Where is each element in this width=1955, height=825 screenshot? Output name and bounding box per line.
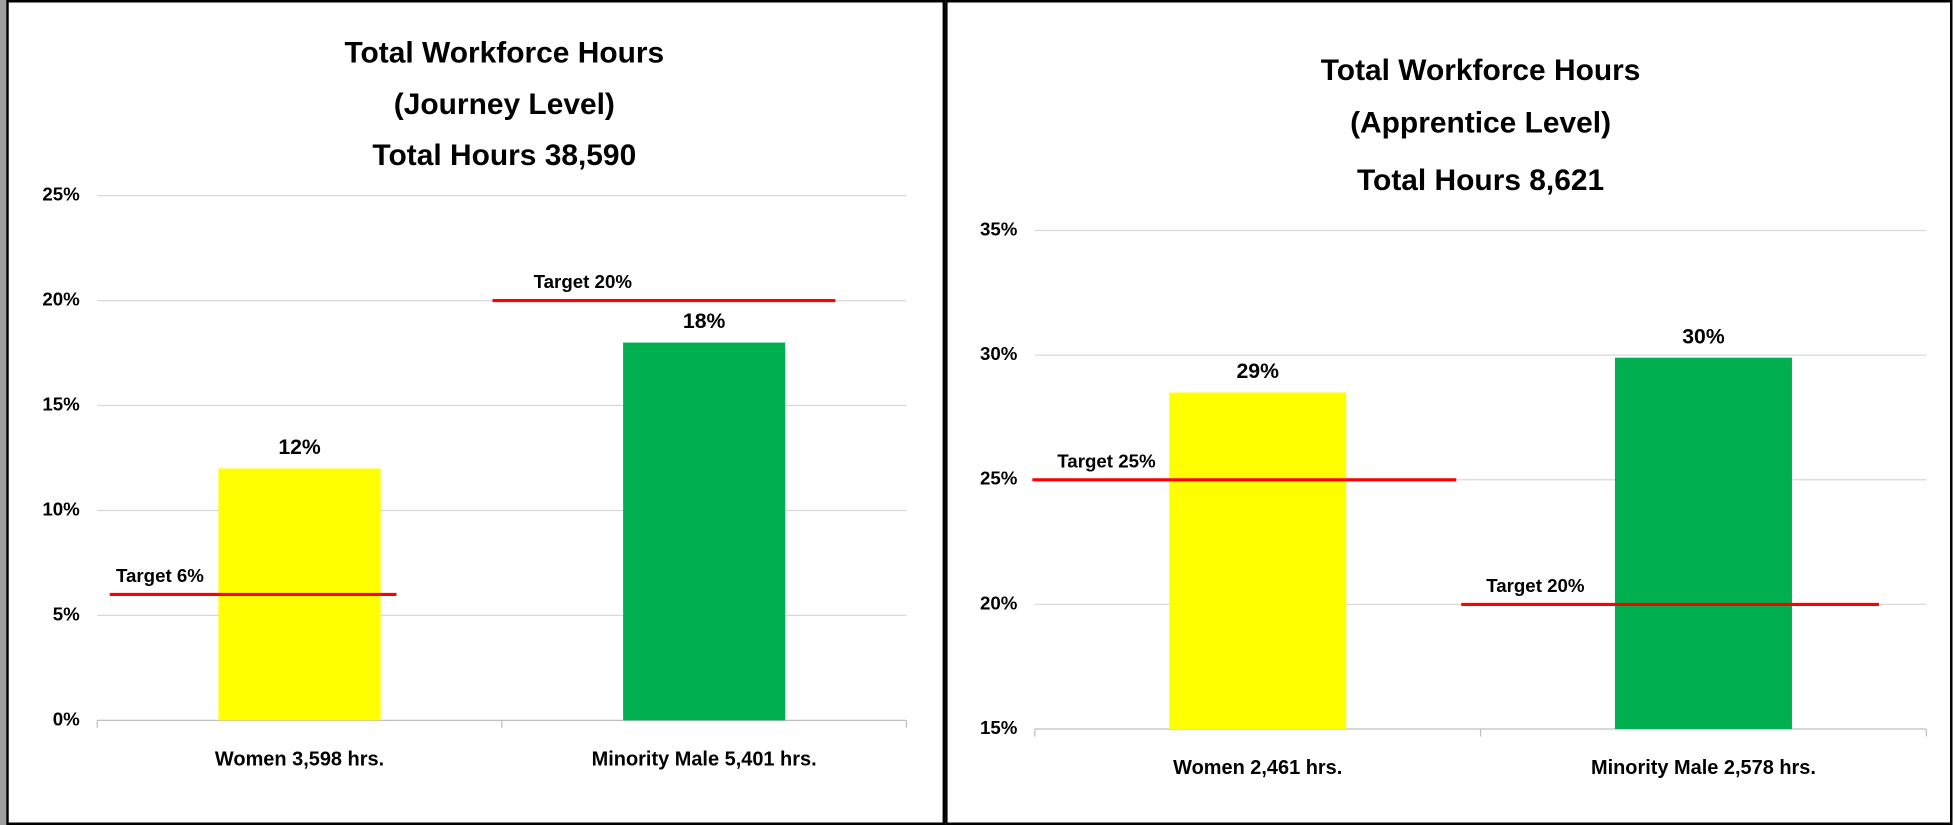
x-tick-label: Minority Male 2,578 hrs. bbox=[1591, 757, 1816, 779]
target-label: Target 20% bbox=[1486, 575, 1585, 596]
target-label: Target 25% bbox=[1057, 450, 1156, 471]
chart-title: (Journey Level) bbox=[394, 88, 615, 121]
bar bbox=[1614, 357, 1792, 730]
value-label: 12% bbox=[278, 436, 321, 459]
y-tick-label: 0% bbox=[53, 708, 80, 729]
chart-title: Total Hours 38,590 bbox=[372, 139, 636, 172]
chart-title: Total Workforce Hours bbox=[1321, 54, 1641, 87]
y-tick-label: 20% bbox=[42, 289, 80, 310]
x-tick-label: Women 3,598 hrs. bbox=[215, 748, 384, 770]
chart-title: (Apprentice Level) bbox=[1350, 107, 1611, 140]
y-tick-label: 20% bbox=[980, 592, 1018, 613]
value-label: 30% bbox=[1682, 325, 1725, 348]
panel bbox=[6, 0, 946, 825]
target-label: Target 6% bbox=[116, 565, 204, 586]
bar bbox=[1169, 392, 1347, 730]
value-label: 18% bbox=[683, 310, 726, 333]
y-tick-label: 10% bbox=[42, 498, 80, 519]
y-tick-label: 25% bbox=[42, 184, 80, 205]
y-tick-label: 5% bbox=[53, 603, 80, 624]
y-tick-label: 15% bbox=[980, 717, 1018, 738]
y-tick-label: 30% bbox=[980, 343, 1018, 364]
chart-title: Total Hours 8,621 bbox=[1357, 164, 1604, 197]
target-label: Target 20% bbox=[534, 271, 633, 292]
y-tick-label: 25% bbox=[980, 468, 1018, 489]
x-tick-label: Women 2,461 hrs. bbox=[1173, 757, 1342, 779]
left-edge bbox=[0, 0, 7, 825]
x-tick-label: Minority Male 5,401 hrs. bbox=[592, 748, 817, 770]
y-tick-label: 35% bbox=[980, 218, 1018, 239]
bar bbox=[623, 342, 786, 721]
chart-title: Total Workforce Hours bbox=[345, 37, 665, 70]
value-label: 29% bbox=[1237, 360, 1280, 383]
y-tick-label: 15% bbox=[42, 393, 80, 414]
